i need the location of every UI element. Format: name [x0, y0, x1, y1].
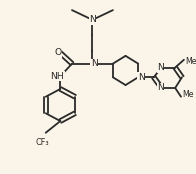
Text: O: O [55, 48, 62, 57]
Text: N: N [89, 15, 96, 24]
Text: Me: Me [182, 90, 194, 99]
Text: Me: Me [185, 57, 196, 66]
Text: NH: NH [51, 72, 64, 81]
Text: N: N [138, 73, 144, 82]
Text: N: N [91, 59, 98, 68]
Text: N: N [157, 84, 164, 92]
Text: N: N [157, 63, 164, 72]
Text: CF₃: CF₃ [35, 138, 49, 147]
